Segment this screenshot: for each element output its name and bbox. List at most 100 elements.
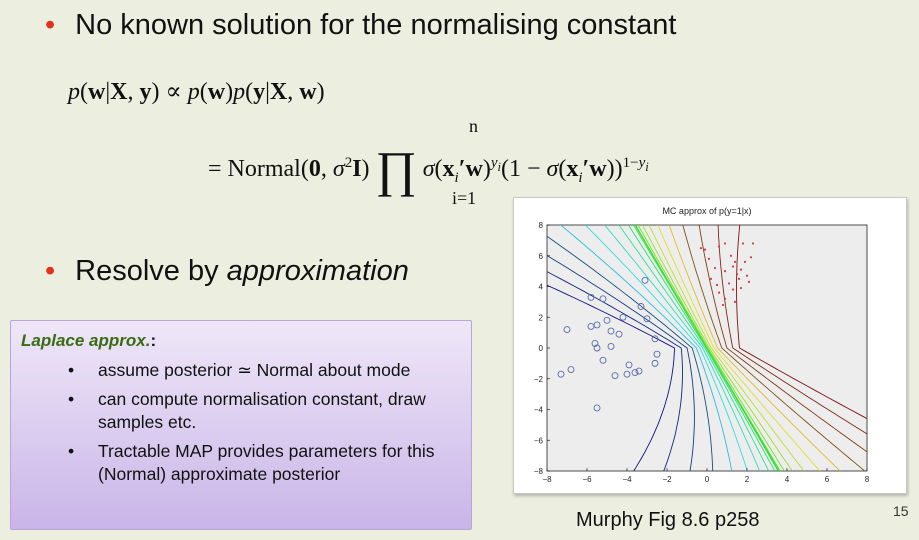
data-point-circle: [623, 370, 631, 378]
data-point-dot: [717, 291, 721, 294]
data-point-circle: [599, 356, 607, 364]
data-point-dot: [749, 256, 753, 259]
data-point-circle: [587, 293, 595, 301]
y-tick-label: 8: [539, 221, 544, 230]
contour-line: [547, 271, 683, 471]
data-point-circle: [587, 323, 595, 330]
bullet-dot: •: [45, 9, 56, 41]
data-point-circle: [591, 339, 599, 347]
data-point-circle: [653, 350, 661, 358]
list-item-text: Tractable MAP provides parameters for th…: [98, 441, 435, 484]
bullet-resolve-by-approximation: • Resolve by approximation: [45, 255, 409, 288]
contour-line: [657, 225, 821, 471]
data-point-circle: [643, 315, 651, 323]
product-lower-limit: i=1: [452, 188, 477, 208]
x-tick-label: −8: [542, 475, 552, 484]
data-point-dot: [707, 257, 711, 260]
data-point-dot: [751, 242, 755, 245]
data-point-dot: [745, 274, 749, 277]
list-item: • can compute normalisation constant, dra…: [68, 389, 426, 432]
x-tick-label: −2: [662, 475, 672, 484]
data-point-circle: [651, 359, 659, 367]
x-tick-label: 2: [745, 475, 750, 484]
contour-line: [604, 225, 761, 471]
data-point-circle: [637, 303, 645, 310]
contour-line: [635, 225, 781, 471]
data-point-dot: [715, 283, 719, 287]
data-point-dot: [743, 260, 747, 263]
data-point-dot: [729, 254, 733, 257]
y-tick-label: −4: [534, 406, 544, 415]
bullet-text-prefix: Resolve by: [75, 255, 227, 287]
data-point-circle: [635, 367, 643, 375]
figure-frame: MC approx of p(y=1|x) −8 −6 −4 −2 0 2 4 6 8 −8 −6 −4…: [513, 197, 907, 494]
list-item: • Tractable MAP provides parameters for t…: [68, 441, 435, 484]
contour-line: [547, 235, 714, 471]
contour-line: [584, 225, 748, 471]
chart-title: MC approx of p(y=1|x): [662, 206, 751, 216]
x-tick-label: 8: [865, 475, 870, 484]
bullet-text-emphasis: approximation: [226, 255, 409, 287]
data-point-circle: [599, 295, 607, 303]
data-point-circle: [641, 276, 649, 284]
x-tick-label: 6: [825, 475, 830, 484]
laplace-title: Laplace approx.:: [21, 331, 156, 351]
contour-lines: [547, 225, 867, 471]
data-point-circle: [593, 344, 601, 352]
contour-line: [648, 225, 805, 471]
contour-line: [547, 255, 695, 471]
data-point-circle: [651, 335, 659, 343]
contour-line: [637, 225, 785, 471]
data-point-dot: [721, 303, 725, 307]
contour-line: [717, 225, 867, 435]
data-point-dot: [709, 277, 713, 280]
list-item: • assume posterior ≃ Normal about mode: [68, 360, 411, 380]
contour-line: [642, 225, 793, 471]
data-point-dot: [703, 248, 707, 251]
data-point-dot: [723, 242, 727, 245]
data-point-dot: [739, 286, 743, 290]
data-point-circle: [625, 361, 633, 369]
contour-line: [668, 225, 841, 471]
contour-plot: MC approx of p(y=1|x) −8 −6 −4 −2 0 2 4 6 8 −8 −6 −4…: [514, 198, 906, 493]
laplace-title-text: Laplace approx.: [21, 331, 151, 350]
data-point-dot: [731, 265, 735, 268]
y-tick-label: −8: [534, 467, 544, 476]
data-point-circle: [607, 343, 615, 350]
data-point-circle: [607, 327, 615, 335]
data-point-dot: [699, 246, 703, 250]
y-tick-label: 6: [539, 252, 544, 261]
data-point-dot: [731, 288, 735, 291]
contour-line: [560, 225, 733, 471]
laplace-list: • assume posterior ≃ Normal about mode • c…: [68, 359, 463, 492]
bullet-text: No known solution for the normalising co…: [75, 9, 677, 41]
list-item-text: can compute normalisation constant, draw…: [98, 389, 426, 432]
data-point-dot: [723, 270, 727, 273]
list-item-text: assume posterior ≃ Normal about mode: [98, 360, 411, 380]
x-tick-label: 0: [705, 475, 710, 484]
y-tick-label: −6: [534, 436, 544, 445]
data-point-dot: [727, 282, 731, 285]
equation-line-1: p(w|X, y) ∝ p(w)p(y|X, w): [68, 79, 325, 105]
contour-line: [547, 284, 675, 471]
contour-line: [628, 225, 776, 471]
data-point-dot: [717, 245, 721, 248]
x-tick-label: −6: [582, 475, 592, 484]
data-point-circle: [615, 330, 623, 338]
x-tick-label: −4: [622, 475, 632, 484]
data-point-dot: [733, 260, 737, 263]
data-point-dot: [735, 273, 739, 276]
data-point-circle: [603, 316, 611, 324]
bullet-dot: •: [45, 255, 56, 287]
laplace-title-colon: :: [150, 331, 157, 350]
data-point-dot: [713, 266, 717, 270]
data-point-dot: [733, 300, 737, 303]
x-tick-label: 4: [785, 475, 790, 484]
data-point-dot: [737, 277, 741, 280]
figure-caption: Murphy Fig 8.6 p258: [576, 509, 760, 531]
data-point-circle: [557, 370, 565, 378]
data-point-circle: [631, 369, 639, 377]
contour-line: [618, 225, 770, 471]
contour-line: [682, 225, 866, 471]
data-point-dot: [747, 280, 751, 283]
